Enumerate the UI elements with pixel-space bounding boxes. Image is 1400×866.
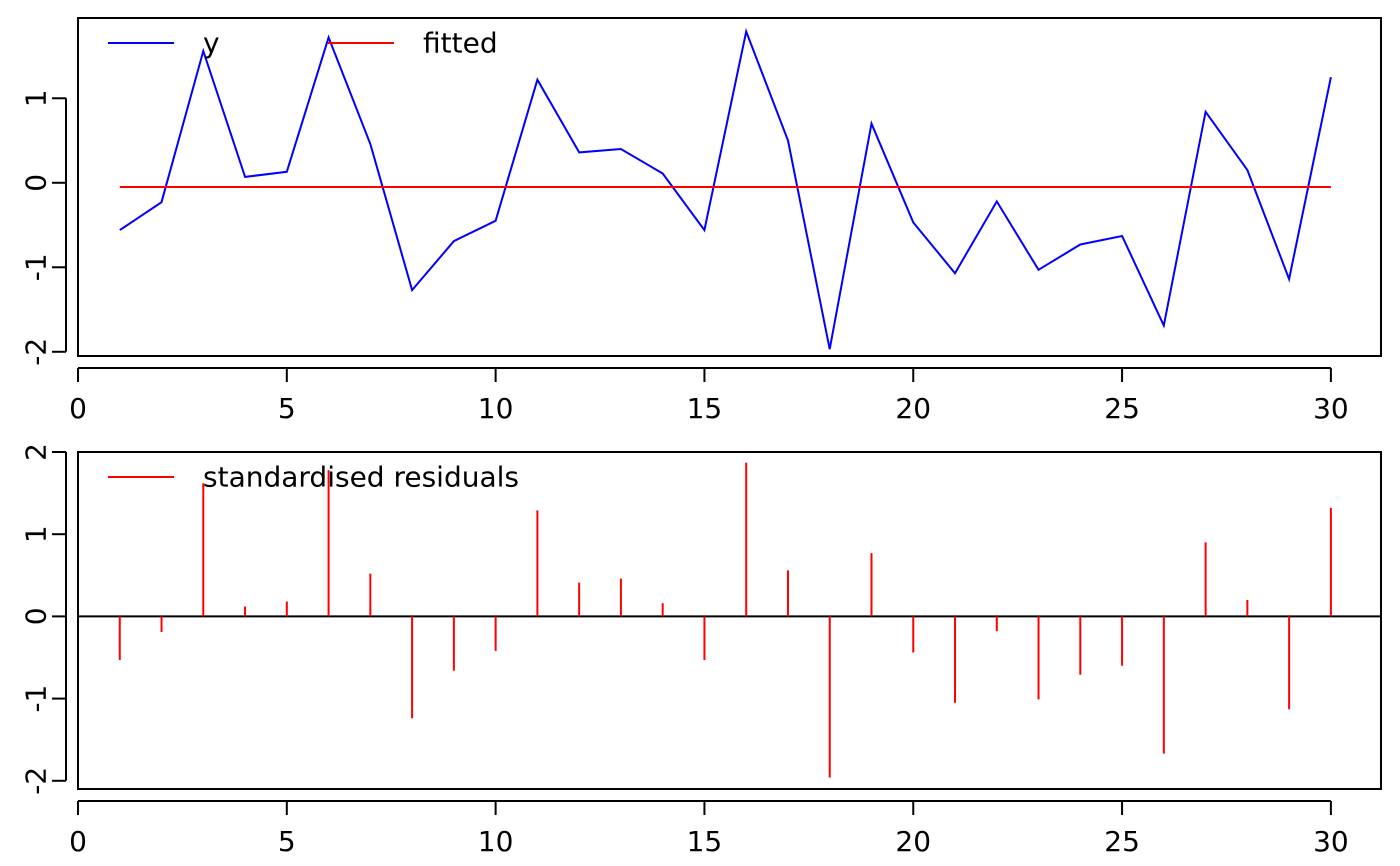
- y-tick-label: -2: [20, 338, 53, 366]
- legend-label: fitted: [423, 27, 498, 60]
- series-line-y: [119, 27, 1332, 350]
- x-tick-label: 15: [687, 825, 723, 858]
- x-tick-label: 25: [1104, 392, 1140, 425]
- fit-panel: 0 5 10 15 20 25 30 -2 -1 0 1 y fitted: [20, 17, 1382, 425]
- y-tick-label: 2: [20, 443, 53, 461]
- y-tick-label: -1: [20, 253, 53, 281]
- y-tick-label: 0: [20, 174, 53, 192]
- residuals-panel: 0 5 10 15 20 25 30 -2 -1 0 1 2 standardised residual…: [20, 443, 1382, 858]
- legend-label: y: [203, 27, 220, 60]
- x-tick-label: 15: [687, 392, 723, 425]
- plot-frame: [77, 17, 1382, 357]
- x-tick-label: 30: [1313, 825, 1349, 858]
- x-tick-label: 10: [478, 392, 514, 425]
- x-tick-label: 10: [478, 825, 514, 858]
- x-tick-label: 25: [1104, 825, 1140, 858]
- y-tick-label: 0: [20, 607, 53, 625]
- x-tick-label: 5: [278, 825, 296, 858]
- x-tick-label: 20: [895, 825, 931, 858]
- y-tick-label: -2: [20, 767, 53, 795]
- x-tick-label: 20: [895, 392, 931, 425]
- x-tick-label: 0: [69, 825, 87, 858]
- x-tick-label: 30: [1313, 392, 1349, 425]
- x-tick-label: 0: [69, 392, 87, 425]
- y-tick-label: -1: [20, 685, 53, 713]
- y-tick-label: 1: [20, 525, 53, 543]
- plot-frame: [77, 451, 1382, 790]
- legend-label: standardised residuals: [203, 461, 519, 494]
- x-tick-label: 5: [278, 392, 296, 425]
- y-tick-label: 1: [20, 89, 53, 107]
